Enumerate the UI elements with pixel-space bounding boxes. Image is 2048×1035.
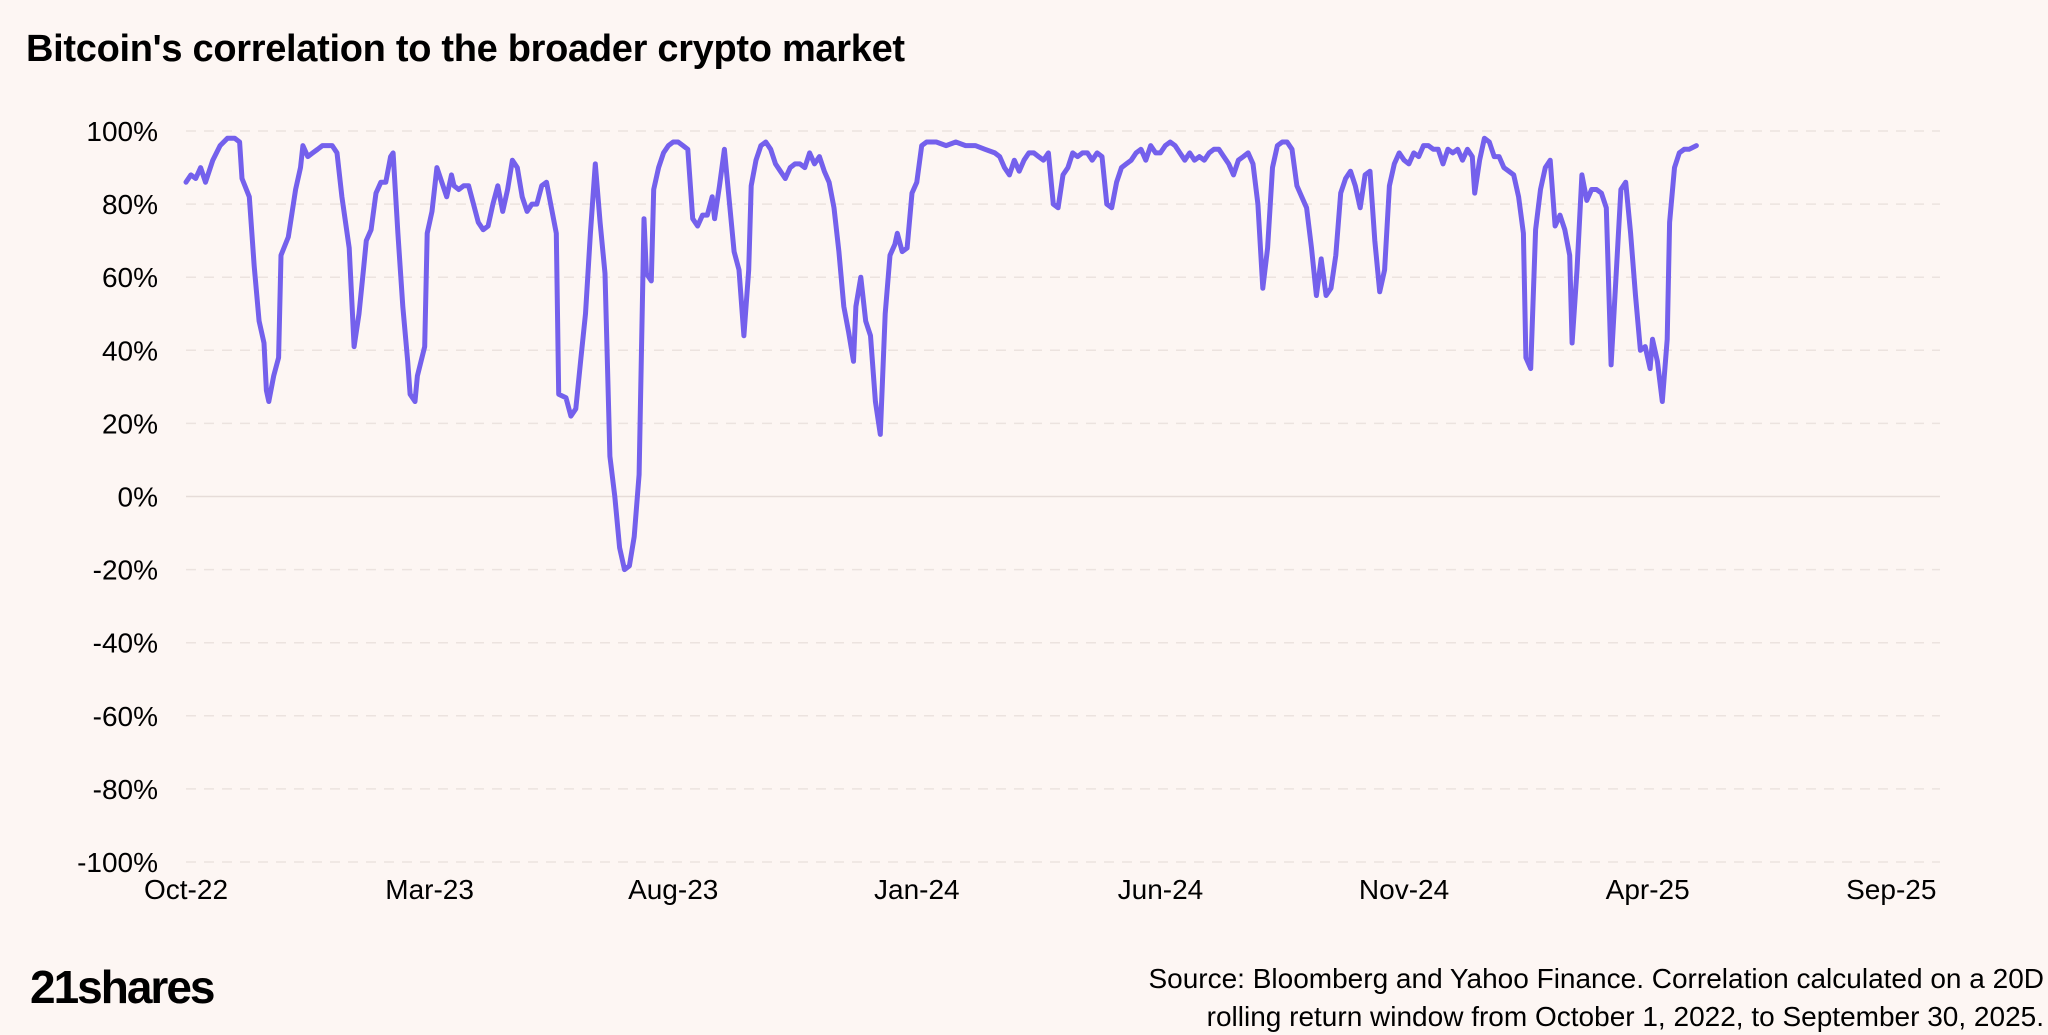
y-tick-label: 40% bbox=[102, 335, 158, 366]
y-axis-tick-labels: 100% 80% 60% 40% 20% 0% -20% -40% -60% -80% -100% bbox=[77, 116, 158, 878]
x-tick-label: Apr-25 bbox=[1606, 874, 1690, 905]
x-tick-label: Mar-23 bbox=[385, 874, 474, 905]
y-tick-label: -80% bbox=[93, 774, 158, 805]
21shares-logo: 21shares bbox=[30, 961, 215, 1013]
y-tick-label: -100% bbox=[77, 847, 158, 878]
y-tick-label: 80% bbox=[102, 189, 158, 220]
x-axis-tick-labels: Oct-22 Mar-23 Aug-23 Jan-24 Jun-24 Nov-24 Apr-… bbox=[144, 874, 1936, 905]
source-note: Source: Bloomberg and Yahoo Finance. Cor… bbox=[1044, 960, 2044, 1035]
x-tick-label: Jun-24 bbox=[1118, 874, 1204, 905]
series-layer bbox=[183, 135, 1699, 573]
chart-title: Bitcoin's correlation to the broader cry… bbox=[26, 28, 905, 70]
y-tick-label: 20% bbox=[102, 408, 158, 439]
y-tick-label: 100% bbox=[86, 116, 158, 147]
source-line-2: rolling return window from October 1, 20… bbox=[1206, 1001, 2044, 1032]
correlation-series-line bbox=[183, 135, 1699, 573]
y-tick-label: -60% bbox=[93, 701, 158, 732]
x-tick-label: Sep-25 bbox=[1846, 874, 1936, 905]
x-tick-label: Oct-22 bbox=[144, 874, 228, 905]
x-tick-label: Nov-24 bbox=[1359, 874, 1449, 905]
y-tick-label: -40% bbox=[93, 628, 158, 659]
y-tick-label: 60% bbox=[102, 262, 158, 293]
x-tick-label: Aug-23 bbox=[628, 874, 718, 905]
y-tick-label: -20% bbox=[93, 555, 158, 586]
x-tick-label: Jan-24 bbox=[874, 874, 960, 905]
source-line-1: Source: Bloomberg and Yahoo Finance. Cor… bbox=[1148, 963, 2044, 994]
gridlines bbox=[186, 130, 1940, 863]
y-tick-label: 0% bbox=[118, 482, 158, 513]
